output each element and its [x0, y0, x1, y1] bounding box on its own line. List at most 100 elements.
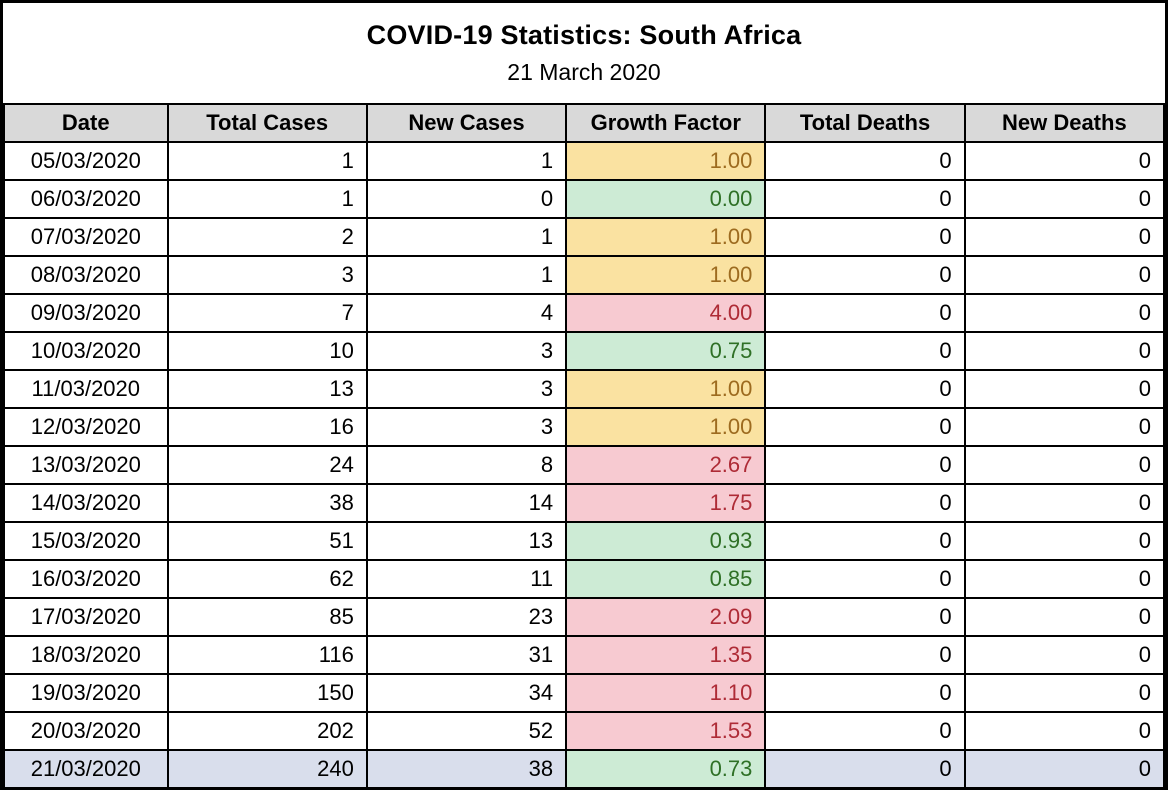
table-row: 18/03/2020 116 31 1.35 0 0 [3, 635, 1165, 675]
new-cases-cell: 3 [365, 331, 568, 371]
total-deaths-cell: 0 [764, 141, 966, 181]
date-cell: 14/03/2020 [3, 483, 169, 523]
growth-factor-cell: 0.93 [565, 521, 767, 561]
new-cases-cell: 4 [365, 293, 568, 333]
date-cell: 08/03/2020 [3, 255, 169, 295]
total-deaths-cell: 0 [764, 749, 966, 787]
new-cases-cell: 1 [365, 141, 568, 181]
total-deaths-cell: 0 [764, 331, 966, 371]
total-deaths-cell: 0 [764, 673, 966, 713]
column-header-growth-factor: Growth Factor [565, 103, 767, 143]
date-cell: 20/03/2020 [3, 711, 169, 751]
growth-factor-cell: 1.00 [565, 141, 767, 181]
table-row: 12/03/2020 16 3 1.00 0 0 [3, 407, 1165, 447]
new-deaths-cell: 0 [963, 635, 1165, 675]
growth-factor-cell: 1.35 [565, 635, 767, 675]
total-deaths-cell: 0 [764, 217, 966, 257]
table-row: 21/03/2020 240 38 0.73 0 0 [3, 749, 1165, 787]
total-cases-cell: 24 [166, 445, 368, 485]
covid-statistics-table: Date Total Cases New Cases Growth Factor… [3, 103, 1165, 787]
new-deaths-cell: 0 [963, 749, 1165, 787]
growth-factor-cell: 0.73 [565, 749, 767, 787]
total-cases-cell: 240 [166, 749, 368, 787]
header-row: Date Total Cases New Cases Growth Factor… [3, 103, 1165, 143]
new-cases-cell: 0 [365, 179, 568, 219]
total-cases-cell: 10 [166, 331, 368, 371]
total-deaths-cell: 0 [764, 255, 966, 295]
new-deaths-cell: 0 [963, 217, 1165, 257]
growth-factor-cell: 2.67 [565, 445, 767, 485]
growth-factor-cell: 1.00 [565, 407, 767, 447]
new-deaths-cell: 0 [963, 255, 1165, 295]
new-deaths-cell: 0 [963, 141, 1165, 181]
total-cases-cell: 3 [166, 255, 368, 295]
new-cases-cell: 14 [365, 483, 568, 523]
new-deaths-cell: 0 [963, 521, 1165, 561]
growth-factor-cell: 2.09 [565, 597, 767, 637]
total-deaths-cell: 0 [764, 521, 966, 561]
new-deaths-cell: 0 [963, 597, 1165, 637]
table-row: 14/03/2020 38 14 1.75 0 0 [3, 483, 1165, 523]
date-cell: 17/03/2020 [3, 597, 169, 637]
table-row: 16/03/2020 62 11 0.85 0 0 [3, 559, 1165, 599]
new-cases-cell: 34 [365, 673, 568, 713]
date-cell: 10/03/2020 [3, 331, 169, 371]
total-cases-cell: 202 [166, 711, 368, 751]
new-deaths-cell: 0 [963, 711, 1165, 751]
growth-factor-cell: 1.00 [565, 217, 767, 257]
table-row: 13/03/2020 24 8 2.67 0 0 [3, 445, 1165, 485]
total-cases-cell: 116 [166, 635, 368, 675]
new-deaths-cell: 0 [963, 483, 1165, 523]
page-title: COVID-19 Statistics: South Africa [366, 20, 802, 50]
total-deaths-cell: 0 [764, 407, 966, 447]
growth-factor-cell: 0.00 [565, 179, 767, 219]
new-deaths-cell: 0 [963, 445, 1165, 485]
table-row: 15/03/2020 51 13 0.93 0 0 [3, 521, 1165, 561]
date-cell: 07/03/2020 [3, 217, 169, 257]
growth-factor-cell: 1.75 [565, 483, 767, 523]
date-cell: 21/03/2020 [3, 749, 169, 787]
new-cases-cell: 52 [365, 711, 568, 751]
new-cases-cell: 8 [365, 445, 568, 485]
total-cases-cell: 150 [166, 673, 368, 713]
growth-factor-cell: 4.00 [565, 293, 767, 333]
title-block: COVID-19 Statistics: South Africa 21 Mar… [3, 3, 1165, 103]
new-deaths-cell: 0 [963, 673, 1165, 713]
date-cell: 13/03/2020 [3, 445, 169, 485]
table-row: 19/03/2020 150 34 1.10 0 0 [3, 673, 1165, 713]
date-cell: 06/03/2020 [3, 179, 169, 219]
date-cell: 18/03/2020 [3, 635, 169, 675]
total-deaths-cell: 0 [764, 597, 966, 637]
table-body: 05/03/2020 1 1 1.00 0 0 06/03/2020 1 0 0… [3, 141, 1165, 787]
new-cases-cell: 31 [365, 635, 568, 675]
column-header-new-deaths: New Deaths [963, 103, 1165, 143]
growth-factor-cell: 0.75 [565, 331, 767, 371]
column-header-total-cases: Total Cases [166, 103, 368, 143]
column-header-total-deaths: Total Deaths [764, 103, 966, 143]
total-deaths-cell: 0 [764, 483, 966, 523]
new-cases-cell: 11 [365, 559, 568, 599]
growth-factor-cell: 1.00 [565, 369, 767, 409]
total-deaths-cell: 0 [764, 635, 966, 675]
total-cases-cell: 85 [166, 597, 368, 637]
table-row: 07/03/2020 2 1 1.00 0 0 [3, 217, 1165, 257]
new-cases-cell: 1 [365, 217, 568, 257]
new-cases-cell: 3 [365, 369, 568, 409]
total-cases-cell: 38 [166, 483, 368, 523]
column-header-new-cases: New Cases [365, 103, 568, 143]
total-deaths-cell: 0 [764, 445, 966, 485]
date-cell: 19/03/2020 [3, 673, 169, 713]
table-row: 09/03/2020 7 4 4.00 0 0 [3, 293, 1165, 333]
new-cases-cell: 1 [365, 255, 568, 295]
new-deaths-cell: 0 [963, 407, 1165, 447]
total-cases-cell: 16 [166, 407, 368, 447]
total-deaths-cell: 0 [764, 369, 966, 409]
new-deaths-cell: 0 [963, 559, 1165, 599]
date-cell: 11/03/2020 [3, 369, 169, 409]
total-cases-cell: 1 [166, 179, 368, 219]
growth-factor-cell: 1.53 [565, 711, 767, 751]
total-cases-cell: 13 [166, 369, 368, 409]
total-cases-cell: 51 [166, 521, 368, 561]
table-header: Date Total Cases New Cases Growth Factor… [3, 103, 1165, 143]
